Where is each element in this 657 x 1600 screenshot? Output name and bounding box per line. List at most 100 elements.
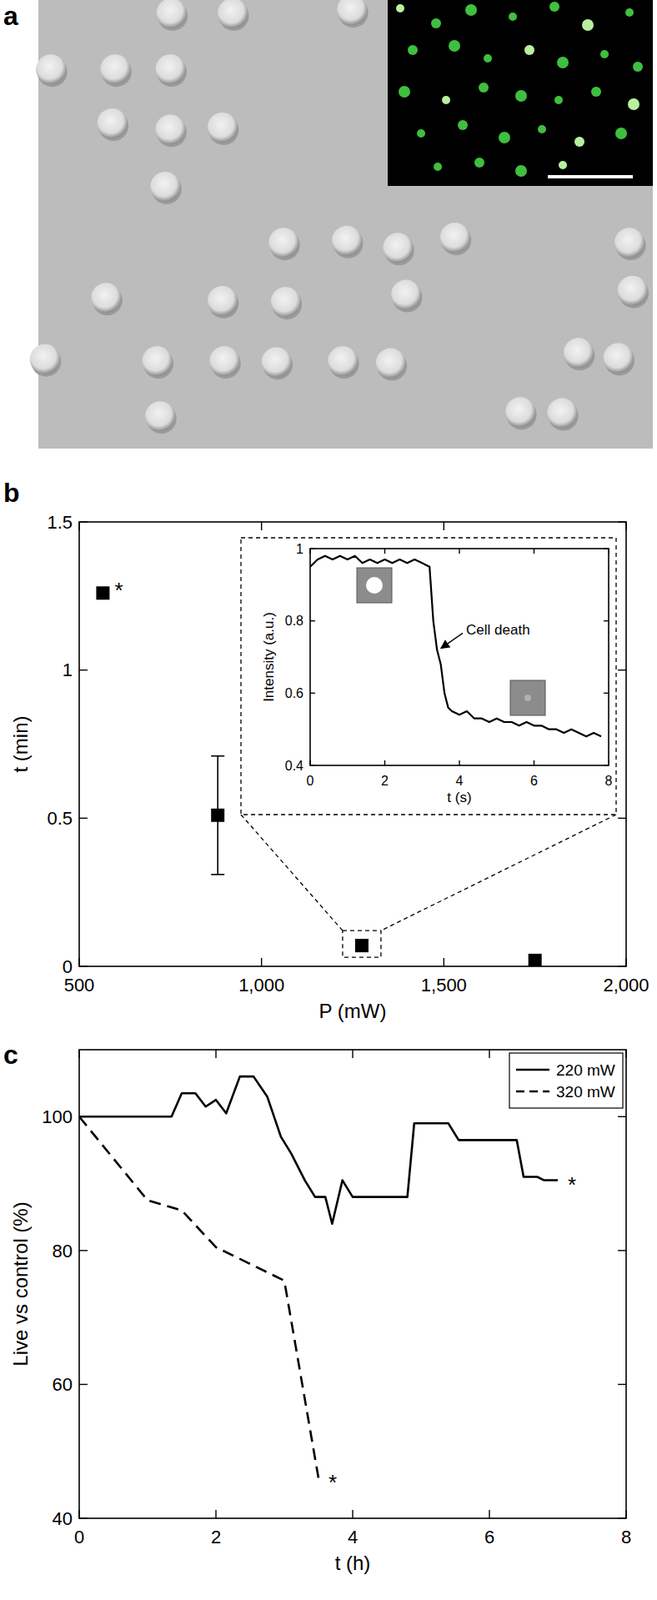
fluorescent-cell: [625, 8, 634, 17]
cell: [617, 275, 648, 306]
fluorescent-cell: [474, 157, 485, 168]
fluorescent-cell: [483, 54, 492, 63]
fluorescent-cell: [498, 131, 511, 144]
data-line: [310, 556, 602, 738]
y-tick: [79, 669, 88, 671]
cell: [155, 114, 186, 145]
x-tick-label: 0: [74, 1526, 85, 1548]
error-cap: [210, 873, 225, 876]
y-tick-label: 0.4: [285, 758, 304, 773]
x-tick-label: 4: [456, 773, 464, 788]
plot-frame: [310, 548, 609, 766]
cell: [35, 54, 66, 85]
data-group: [79, 1076, 558, 1479]
x-tick: [384, 760, 386, 766]
cell: [376, 348, 407, 379]
x-tick: [488, 1509, 490, 1519]
axes: 02468406080100t (h)Live vs control (%): [9, 1049, 632, 1575]
cell: [217, 0, 248, 29]
x-tick-top: [260, 521, 262, 531]
y-tick-right: [617, 1384, 627, 1385]
scale-bar: [423, 457, 626, 466]
cell: [90, 282, 121, 313]
y-tick-right: [603, 620, 609, 622]
legend-box: [509, 1053, 623, 1109]
y-tick: [79, 1517, 88, 1519]
y-tick-label: 60: [52, 1374, 73, 1395]
annotation: Cell death: [466, 621, 531, 638]
x-axis-label: t (s): [446, 789, 472, 806]
y-tick: [79, 1384, 88, 1385]
x-tick-label: 2,000: [602, 974, 649, 996]
x-axis-label: P (mW): [319, 999, 387, 1023]
y-tick: [79, 965, 88, 967]
legend: 220 mW320 mW: [509, 1053, 623, 1109]
panel-label: c: [3, 1039, 19, 1070]
y-tick-right: [617, 1116, 627, 1118]
x-tick-top: [215, 1049, 216, 1059]
thumbnail-frame: [510, 680, 546, 716]
cell: [268, 227, 299, 258]
cell: [141, 346, 172, 377]
y-tick-right: [603, 692, 609, 694]
cell: [546, 398, 577, 429]
micrograph-background: [38, 0, 653, 449]
cell: [97, 108, 128, 139]
x-tick-label: 1,500: [421, 974, 467, 996]
cell: [145, 401, 176, 432]
fluorescent-cell: [478, 82, 489, 93]
x-tick: [625, 957, 627, 967]
legend-swatch: [516, 1090, 550, 1094]
annotation: *: [328, 1469, 337, 1495]
cell: [150, 171, 181, 202]
zoom-box: [342, 930, 382, 958]
fluorescent-cell: [515, 165, 527, 177]
cell: [440, 222, 471, 253]
x-tick-top: [443, 521, 445, 531]
x-tick-label: 6: [484, 1526, 495, 1548]
x-tick-label: 8: [605, 773, 613, 788]
fluorescent-cell: [549, 1, 560, 12]
cell: [614, 227, 645, 258]
cell: [156, 0, 187, 29]
fluorescent-cell: [615, 127, 627, 140]
y-tick-right: [617, 1249, 627, 1251]
data-point: [95, 586, 110, 600]
x-tick-label: 2: [210, 1526, 221, 1548]
fluorescent-cell: [600, 50, 609, 59]
y-tick: [79, 1249, 88, 1251]
y-tick: [79, 817, 88, 819]
fluorescent-cell: [627, 98, 640, 111]
y-tick-right: [617, 965, 627, 967]
x-tick: [458, 760, 460, 766]
y-tick: [310, 620, 316, 622]
data-point: [210, 808, 225, 823]
zoom-indicator: [240, 814, 617, 958]
cell: [391, 280, 422, 311]
y-axis-label: Live vs control (%): [9, 1201, 32, 1366]
axes: 5001,0001,5002,00000.511.5P (mW)t (min): [9, 511, 650, 1023]
x-tick: [215, 1509, 216, 1519]
cell: [100, 54, 131, 85]
cell: [209, 346, 240, 377]
y-tick-label: 0: [62, 956, 73, 978]
axes: 024680.40.60.81t (s)Intensity (a.u.): [260, 541, 613, 806]
cell: [207, 112, 238, 143]
fluorescent-cell: [581, 19, 594, 31]
y-tick-label: 1.5: [46, 511, 73, 533]
y-tick-label: 80: [52, 1240, 73, 1262]
x-tick-label: 4: [347, 1526, 358, 1548]
fluorescent-cell: [537, 125, 547, 134]
x-tick: [309, 760, 311, 766]
zoom-connector: [240, 814, 343, 931]
inset-box: [240, 537, 617, 815]
y-tick: [310, 692, 316, 694]
cell-thumbnail: [510, 680, 546, 716]
zoom-connector: [381, 814, 617, 931]
y-tick-label: 0.8: [285, 613, 304, 628]
x-tick-top: [309, 548, 311, 554]
x-axis-label: t (h): [335, 1551, 372, 1575]
data-point: [528, 953, 542, 967]
legend-swatch: [516, 1068, 550, 1072]
x-tick-top: [384, 548, 386, 554]
